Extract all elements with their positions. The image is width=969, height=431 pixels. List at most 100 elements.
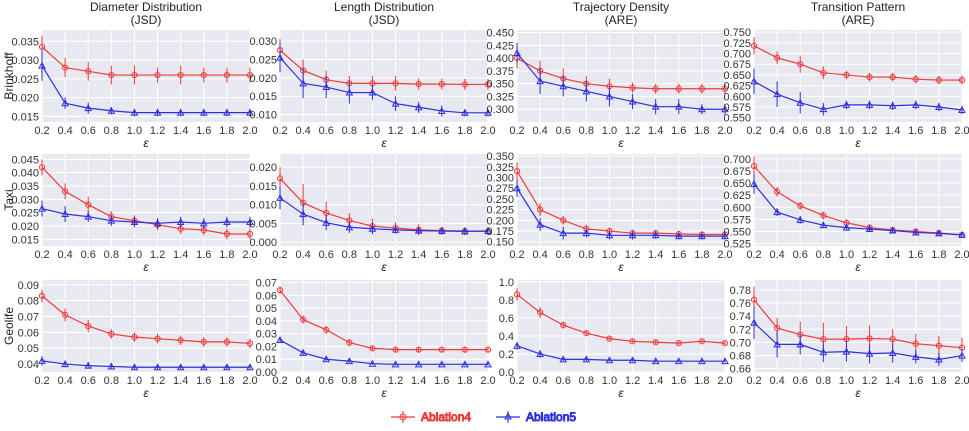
y-tick-label: 0.600 [723, 202, 751, 214]
y-tick-label: 0.06 [256, 290, 277, 302]
x-axis-label: ε [381, 386, 387, 400]
x-axis-label: ε [381, 260, 387, 274]
y-tick-label: 0.550 [723, 226, 751, 238]
y-tick-label: 0.250 [486, 194, 514, 206]
x-tick-label: 0.6 [81, 125, 96, 137]
y-tick-label: 0.650 [723, 178, 751, 190]
x-tick-label: 1.0 [127, 125, 142, 137]
x-tick-label: 1.2 [862, 249, 877, 261]
y-tick-label: 0.035 [11, 36, 39, 48]
panel-r0-c0: 0.0150.0200.0250.0300.0350.20.40.60.81.0… [11, 30, 257, 150]
y-tick-label: 0.030 [249, 36, 277, 48]
plot-area [280, 280, 488, 372]
y-tick-label: 0.74 [730, 311, 751, 323]
x-tick-label: 0.4 [769, 249, 784, 261]
x-tick-label: 0.6 [319, 249, 334, 261]
x-tick-label: 1.4 [411, 249, 426, 261]
y-tick-label: 0.03 [256, 329, 277, 341]
plot-area [517, 280, 725, 372]
panels: 0.0150.0200.0250.0300.0350.20.40.60.81.0… [11, 27, 969, 400]
x-axis-label: ε [855, 136, 861, 150]
y-tick-label: 0.350 [486, 79, 514, 91]
x-tick-label: 1.6 [196, 125, 211, 137]
x-tick-label: 0.4 [295, 125, 310, 137]
x-tick-label: 1.4 [173, 375, 188, 387]
panel-r1-c3: 0.5250.5500.5750.6000.6250.6500.6750.700… [723, 154, 969, 274]
x-tick-label: 1.8 [219, 125, 234, 137]
x-tick-label: 1.6 [196, 249, 211, 261]
x-tick-label: 1.4 [885, 249, 900, 261]
x-tick-label: 1.8 [457, 125, 472, 137]
legend: Ablation4 Ablation5 [391, 410, 576, 424]
y-tick-label: 0.08 [18, 296, 39, 308]
y-tick-label: 0.725 [723, 38, 751, 50]
y-tick-label: 0.09 [18, 280, 39, 292]
column-title-3-line-1: (ARE) [842, 13, 875, 27]
x-tick-label: 0.4 [57, 125, 72, 137]
y-tick-label: 0.020 [11, 93, 39, 105]
x-tick-label: 0.4 [769, 375, 784, 387]
x-tick-label: 0.2 [746, 375, 761, 387]
x-tick-label: 2.0 [717, 125, 732, 137]
x-tick-label: 1.0 [365, 125, 380, 137]
x-tick-label: 0.2 [272, 375, 287, 387]
x-tick-label: 1.8 [694, 125, 709, 137]
x-axis-label: ε [143, 136, 149, 150]
panel-r1-c0: 0.0150.0200.0250.0300.0350.0400.0450.20.… [11, 154, 257, 274]
y-tick-label: 0.375 [486, 66, 514, 78]
x-tick-label: 1.8 [694, 249, 709, 261]
x-tick-label: 1.8 [931, 375, 946, 387]
x-tick-label: 0.2 [34, 249, 49, 261]
y-tick-label: 0.010 [249, 110, 277, 122]
x-tick-label: 0.2 [509, 249, 524, 261]
y-tick-label: 0.07 [18, 311, 39, 323]
x-tick-label: 1.6 [671, 125, 686, 137]
x-tick-label: 0.8 [104, 375, 119, 387]
row-label-geolife: Geolife [2, 307, 16, 345]
x-tick-label: 0.8 [816, 125, 831, 137]
y-tick-label: 0.225 [486, 205, 514, 217]
x-axis-label: ε [143, 260, 149, 274]
y-tick-label: 0.4 [499, 331, 514, 343]
y-tick-label: 0.275 [486, 183, 514, 195]
y-tick-label: 0.400 [486, 53, 514, 65]
x-tick-label: 1.4 [648, 375, 663, 387]
x-tick-label: 0.2 [746, 125, 761, 137]
x-tick-label: 1.6 [196, 375, 211, 387]
x-tick-label: 0.8 [342, 249, 357, 261]
y-tick-label: 0.350 [486, 151, 514, 163]
x-tick-label: 0.6 [793, 375, 808, 387]
y-tick-label: 0.200 [486, 215, 514, 227]
x-tick-label: 0.2 [509, 125, 524, 137]
x-tick-label: 1.8 [694, 375, 709, 387]
x-tick-label: 0.6 [556, 249, 571, 261]
x-tick-label: 1.6 [908, 125, 923, 137]
x-tick-label: 0.2 [272, 249, 287, 261]
y-tick-label: 0.575 [723, 102, 751, 114]
panel-r2-c2: 0.00.20.40.60.81.00.20.40.60.81.01.21.41… [499, 277, 733, 400]
x-tick-label: 0.6 [556, 125, 571, 137]
plot-area [42, 280, 250, 372]
panel-r2-c3: 0.660.680.700.720.740.760.780.20.40.60.8… [730, 280, 969, 400]
x-tick-label: 1.0 [602, 125, 617, 137]
x-tick-label: 1.6 [671, 375, 686, 387]
column-title-1-line-1: (JSD) [369, 13, 400, 27]
x-tick-label: 0.8 [579, 375, 594, 387]
x-tick-label: 0.6 [556, 375, 571, 387]
y-tick-label: 0.78 [730, 285, 751, 297]
y-tick-label: 0.040 [11, 168, 39, 180]
y-tick-label: 0.030 [11, 194, 39, 206]
x-tick-label: 1.6 [434, 249, 449, 261]
y-tick-label: 0.02 [256, 341, 277, 353]
y-tick-label: 0.025 [11, 208, 39, 220]
x-tick-label: 1.2 [862, 375, 877, 387]
y-tick-label: 0.2 [499, 349, 514, 361]
x-tick-label: 0.2 [272, 125, 287, 137]
y-tick-label: 0.76 [730, 298, 751, 310]
panel-r0-c1: 0.0100.0150.0200.0250.0300.20.40.60.81.0… [249, 30, 495, 150]
x-tick-label: 0.6 [793, 125, 808, 137]
x-axis-label: ε [143, 386, 149, 400]
x-tick-label: 1.6 [434, 375, 449, 387]
x-tick-label: 1.0 [602, 249, 617, 261]
y-tick-label: 0.030 [11, 55, 39, 67]
